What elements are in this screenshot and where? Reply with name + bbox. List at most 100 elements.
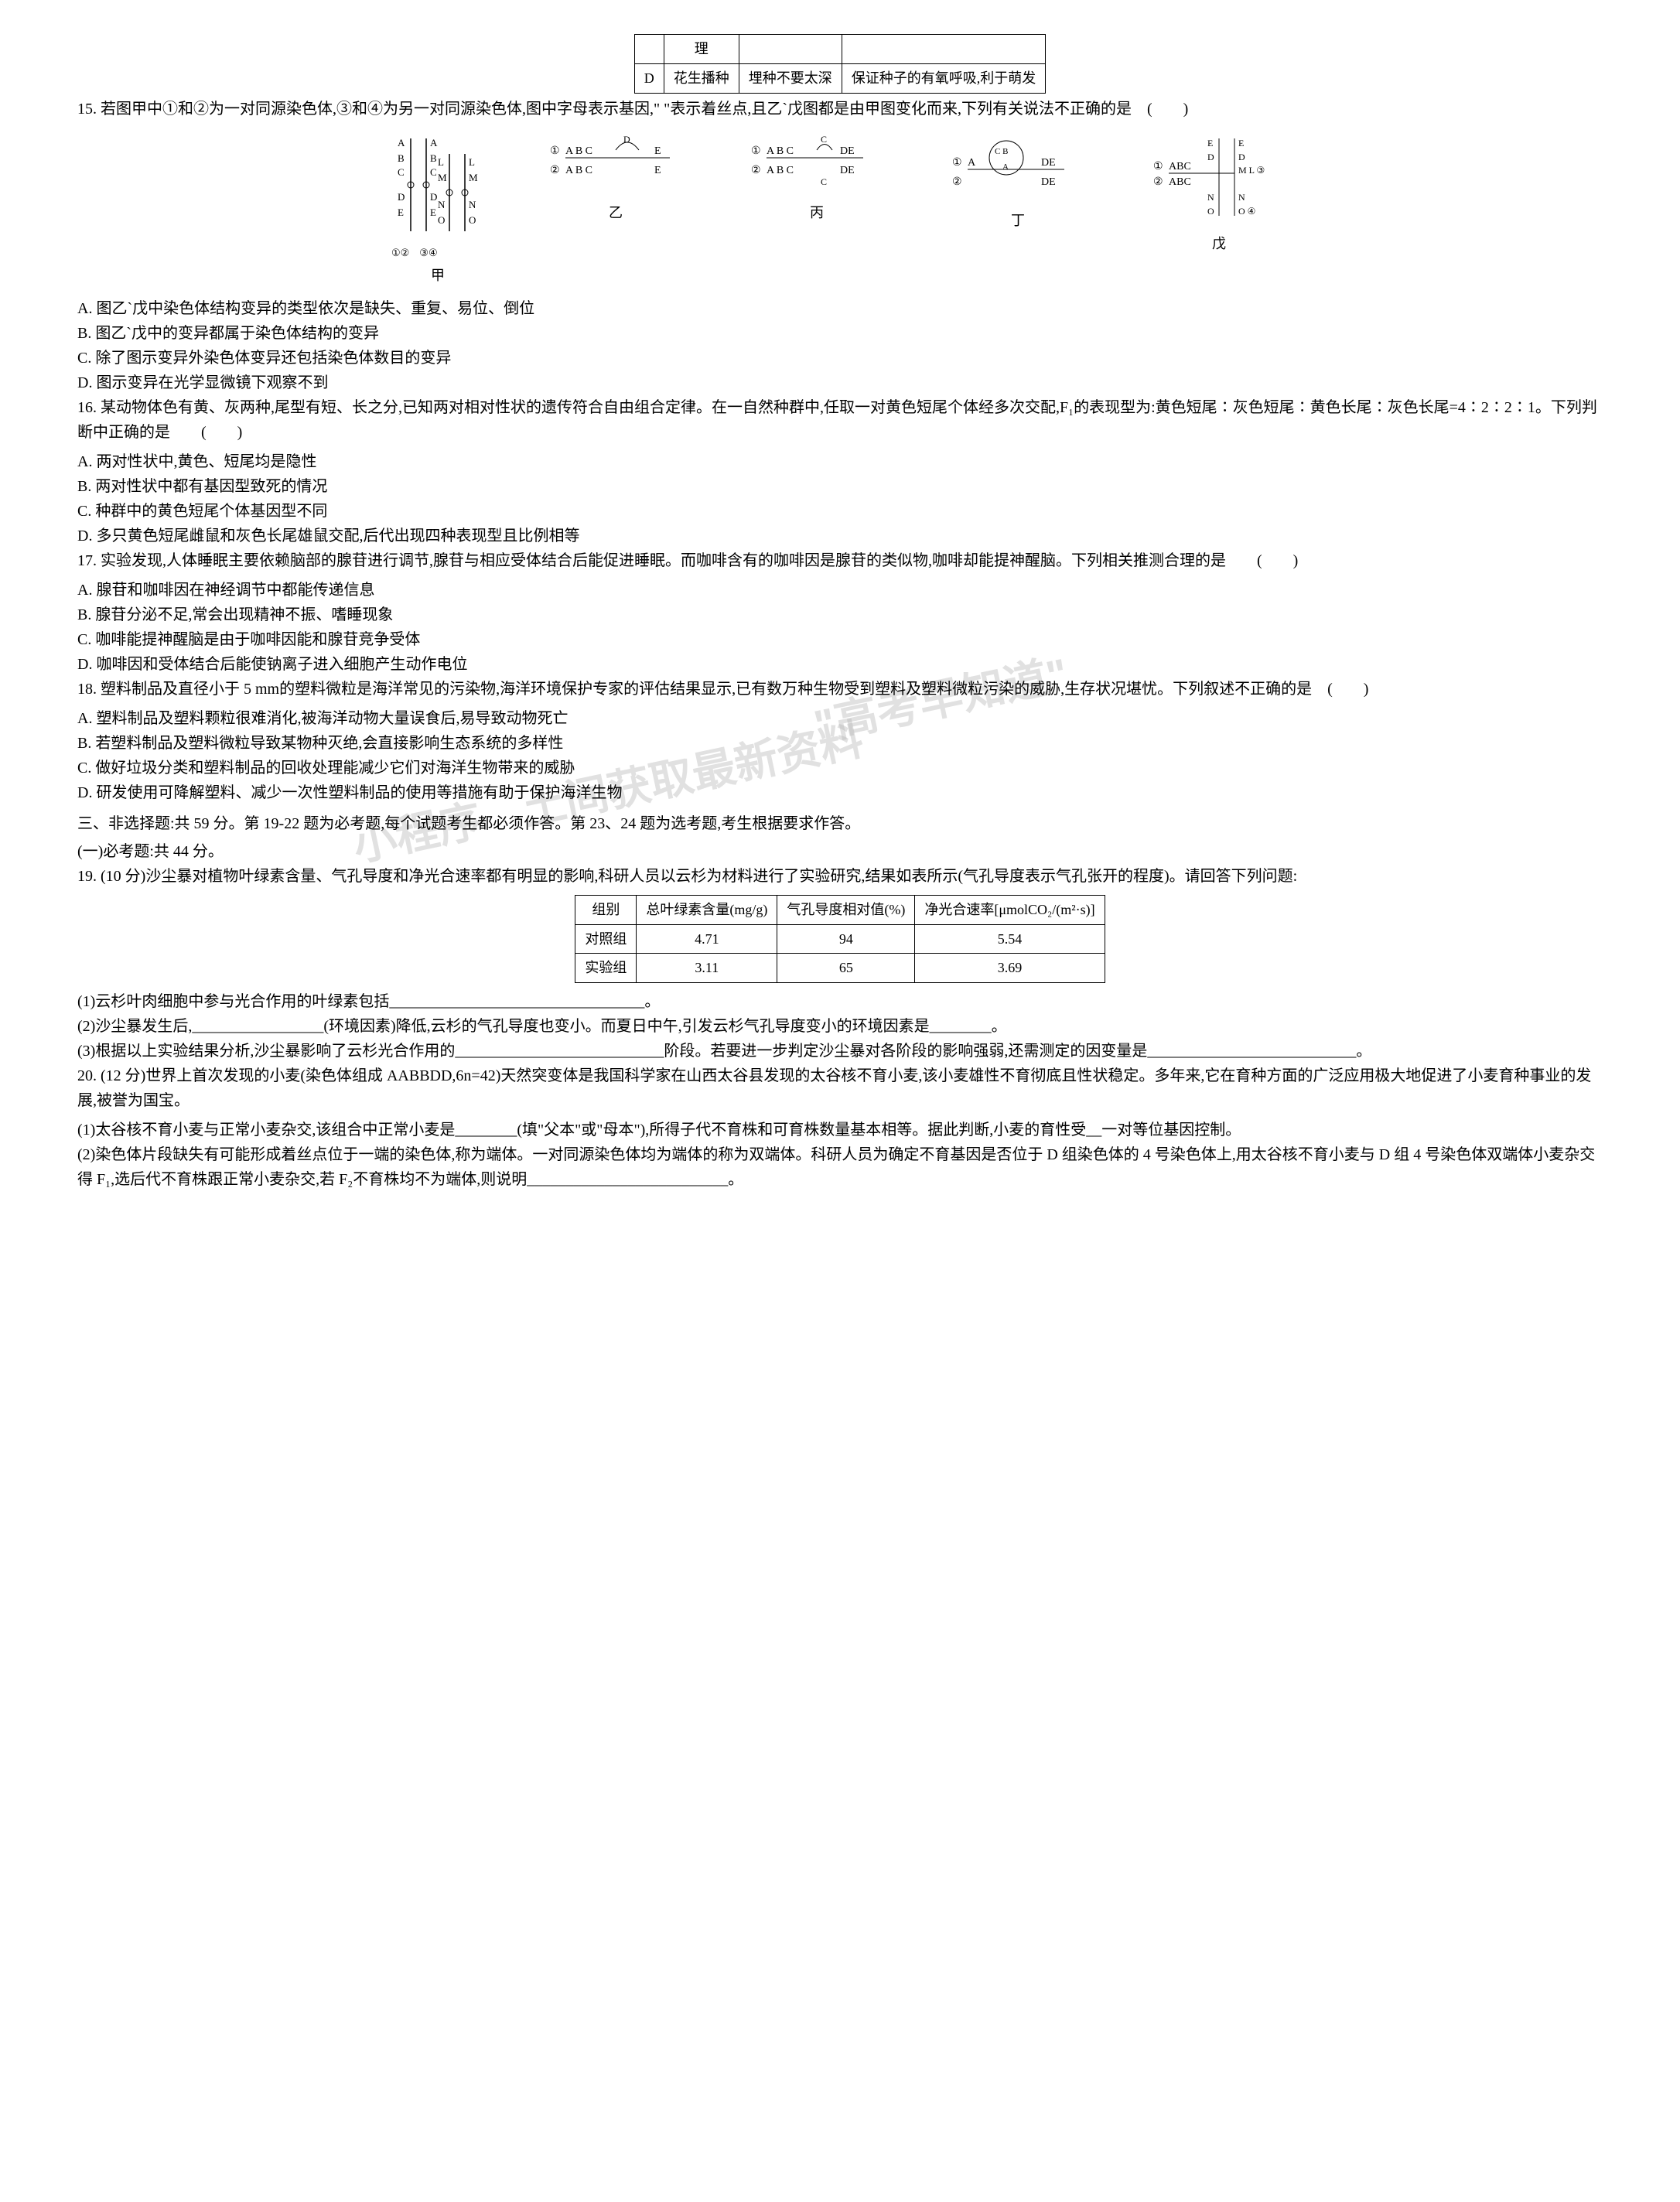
q18-optB: B. 若塑料制品及塑料微粒导致某物种灭绝,会直接影响生态系统的多样性	[77, 731, 1603, 756]
svg-text:①: ①	[751, 145, 761, 157]
q19-r1c3: 94	[777, 924, 915, 954]
svg-text:DE: DE	[1041, 176, 1056, 188]
svg-text:①: ①	[1153, 161, 1163, 172]
diagram-ding: ① A C B A DE ② DE 丁	[948, 131, 1088, 232]
q17-optB: B. 腺苷分泌不足,常会出现精神不振、嗜睡现象	[77, 603, 1603, 627]
svg-text:N: N	[469, 199, 476, 210]
q16-optC: C. 种群中的黄色短尾个体基因型不同	[77, 499, 1603, 524]
svg-text:A B C: A B C	[767, 145, 794, 157]
svg-text:C B: C B	[995, 147, 1008, 156]
q19-sub3: (3)根据以上实验结果分析,沙尘暴影响了云杉光合作用的_____________…	[77, 1039, 1603, 1063]
svg-text:①: ①	[952, 157, 962, 169]
svg-text:M L ③: M L ③	[1238, 165, 1265, 176]
q15-stem: 15. 若图甲中①和②为一对同源染色体,③和④为另一对同源染色体,图中字母表示基…	[77, 97, 1603, 121]
svg-text:②: ②	[751, 165, 761, 176]
q19-table: 组别 总叶绿素含量(mg/g) 气孔导度相对值(%) 净光合速率[μmolCO₂…	[575, 895, 1105, 983]
q15-diagrams: AA BB CC DD EE LL MM NN OO ①② ③④ 甲 ① A B…	[77, 131, 1603, 287]
q20-sub2: (2)染色体片段缺失有可能形成着丝点位于一端的染色体,称为端体。一对同源染色体均…	[77, 1142, 1603, 1192]
svg-text:E: E	[430, 207, 436, 218]
label-wu: 戊	[1149, 233, 1289, 255]
svg-text:C: C	[821, 176, 827, 187]
q18-optA: A. 塑料制品及塑料颗粒很难消化,被海洋动物大量误食后,易导致动物死亡	[77, 706, 1603, 731]
svg-text:B: B	[430, 152, 437, 164]
section3-title: 三、非选择题:共 59 分。第 19-22 题为必考题,每个试题考生都必须作答。…	[77, 811, 1603, 836]
label-yi: 乙	[546, 202, 685, 224]
svg-ding: ① A C B A DE ② DE	[948, 131, 1088, 200]
label-ding: 丁	[948, 210, 1088, 232]
svg-text:ABC: ABC	[1169, 161, 1191, 172]
t1r1c4	[842, 35, 1046, 64]
svg-text:A B C: A B C	[565, 145, 592, 157]
diagram-wu: ① ABC ② ABC EE DD M L ③ NN OO ④ 戊	[1149, 131, 1289, 255]
q15-optC: C. 除了图示变异外染色体变异还包括染色体数目的变异	[77, 346, 1603, 370]
svg-text:L: L	[469, 156, 475, 168]
svg-text:A: A	[1002, 162, 1009, 172]
document-content: 理 D 花生播种 埋种不要太深 保证种子的有氧呼吸,利于萌发 15. 若图甲中①…	[77, 34, 1603, 1192]
q19-stem: 19. (10 分)沙尘暴对植物叶绿素含量、气孔导度和净光合速率都有明显的影响,…	[77, 864, 1603, 889]
svg-text:D: D	[398, 191, 405, 203]
svg-text:N: N	[1207, 192, 1214, 203]
q16-optA: A. 两对性状中,黄色、短尾均是隐性	[77, 449, 1603, 474]
q19-r1c2: 4.71	[637, 924, 777, 954]
svg-text:②: ②	[1153, 176, 1163, 188]
svg-text:M: M	[469, 172, 478, 183]
svg-text:M: M	[438, 172, 447, 183]
svg-text:O: O	[438, 214, 445, 226]
t1r2c3: 埋种不要太深	[739, 63, 842, 93]
t1r2c2: 花生播种	[664, 63, 739, 93]
q18-optD: D. 研发使用可降解塑料、减少一次性塑料制品的使用等措施有助于保护海洋生物	[77, 780, 1603, 805]
q19-sub1: (1)云杉叶肉细胞中参与光合作用的叶绿素包括__________________…	[77, 989, 1603, 1014]
t1r2c1: D	[634, 63, 664, 93]
svg-bing: ① A B C DE C ② A B C DE C	[747, 131, 886, 193]
label-bing: 丙	[747, 202, 886, 224]
q19-r2c2: 3.11	[637, 954, 777, 983]
q17-optC: C. 咖啡能提神醒脑是由于咖啡因能和腺苷竞争受体	[77, 627, 1603, 652]
svg-text:E: E	[654, 165, 661, 176]
q17-optD: D. 咖啡因和受体结合后能使钠离子进入细胞产生动作电位	[77, 652, 1603, 677]
svg-text:②: ②	[952, 176, 962, 188]
svg-yi: ① A B C E ② A B C E D	[546, 131, 685, 193]
t1r1c2: 理	[664, 35, 739, 64]
q19-h2: 总叶绿素含量(mg/g)	[637, 895, 777, 924]
svg-text:①: ①	[550, 145, 560, 157]
svg-text:O: O	[1207, 206, 1214, 217]
q19-h3: 气孔导度相对值(%)	[777, 895, 915, 924]
q19-r1c1: 对照组	[575, 924, 637, 954]
q19-h1: 组别	[575, 895, 637, 924]
svg-text:D: D	[1238, 152, 1245, 162]
svg-text:②: ②	[550, 165, 560, 176]
jia-nums: ①② ③④	[391, 245, 484, 261]
svg-text:E: E	[398, 207, 404, 218]
q19-r2c3: 65	[777, 954, 915, 983]
q16-stem: 16. 某动物体色有黄、灰两种,尾型有短、长之分,已知两对相对性状的遗传符合自由…	[77, 395, 1603, 445]
q19-r1c4: 5.54	[915, 924, 1105, 954]
svg-text:E: E	[1238, 138, 1244, 149]
diagram-yi: ① A B C E ② A B C E D 乙	[546, 131, 685, 224]
svg-text:N: N	[438, 199, 446, 210]
table-seed: 理 D 花生播种 埋种不要太深 保证种子的有氧呼吸,利于萌发	[634, 34, 1047, 94]
q16-optD: D. 多只黄色短尾雌鼠和灰色长尾雄鼠交配,后代出现四种表现型且比例相等	[77, 524, 1603, 548]
svg-text:N: N	[1238, 192, 1245, 203]
q17-optA: A. 腺苷和咖啡因在神经调节中都能传递信息	[77, 578, 1603, 603]
q18-options: A. 塑料制品及塑料颗粒很难消化,被海洋动物大量误食后,易导致动物死亡 B. 若…	[77, 706, 1603, 805]
svg-text:A: A	[430, 137, 438, 149]
q15-optB: B. 图乙`戊中的变异都属于染色体结构的变异	[77, 321, 1603, 346]
svg-jia: AA BB CC DD EE LL MM NN OO	[391, 131, 484, 239]
svg-text:D: D	[1207, 152, 1214, 162]
svg-text:DE: DE	[840, 165, 855, 176]
q18-stem: 18. 塑料制品及直径小于 5 mm的塑料微粒是海洋常见的污染物,海洋环境保护专…	[77, 677, 1603, 702]
q15-options: A. 图乙`戊中染色体结构变异的类型依次是缺失、重复、易位、倒位 B. 图乙`戊…	[77, 296, 1603, 395]
svg-text:C: C	[398, 166, 405, 178]
q17-options: A. 腺苷和咖啡因在神经调节中都能传递信息 B. 腺苷分泌不足,常会出现精神不振…	[77, 578, 1603, 677]
diagram-jia: AA BB CC DD EE LL MM NN OO ①② ③④ 甲	[391, 131, 484, 287]
svg-text:B: B	[398, 152, 405, 164]
q19-sub2: (2)沙尘暴发生后,_________________(环境因素)降低,云杉的气…	[77, 1014, 1603, 1039]
t1r1c1	[634, 35, 664, 64]
svg-text:DE: DE	[1041, 157, 1056, 169]
q19-h4: 净光合速率[μmolCO₂/(m²·s)]	[915, 895, 1105, 924]
svg-text:A B C: A B C	[767, 165, 794, 176]
section3-subtitle: (一)必考题:共 44 分。	[77, 839, 1603, 864]
svg-text:ABC: ABC	[1169, 176, 1191, 188]
q18-optC: C. 做好垃圾分类和塑料制品的回收处理能减少它们对海洋生物带来的威胁	[77, 756, 1603, 780]
svg-text:A: A	[968, 157, 976, 169]
